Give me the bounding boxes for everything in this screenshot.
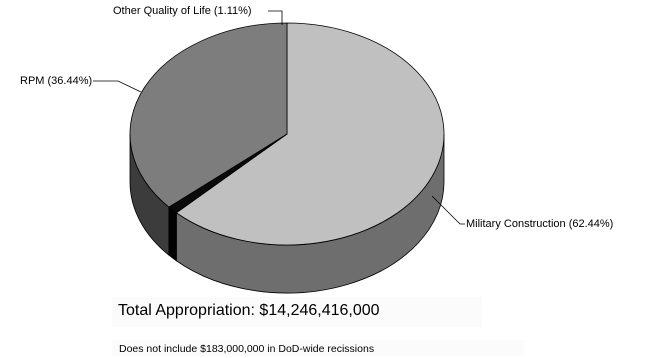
leader-rpm [93, 81, 141, 92]
pie-side-other-quality-of-life [169, 207, 176, 261]
slice-label-rpm: RPM (36.44%) [20, 75, 92, 87]
total-appropriation: Total Appropriation: $14,246,416,000 [118, 302, 380, 320]
slice-label-other-quality-of-life: Other Quality of Life (1.11%) [113, 5, 252, 17]
recission-note: Does not include $183,000,000 in DoD-wid… [119, 343, 374, 355]
slice-label-military-construction: Military Construction (62.44%) [466, 218, 613, 230]
pie-tops [130, 23, 444, 245]
